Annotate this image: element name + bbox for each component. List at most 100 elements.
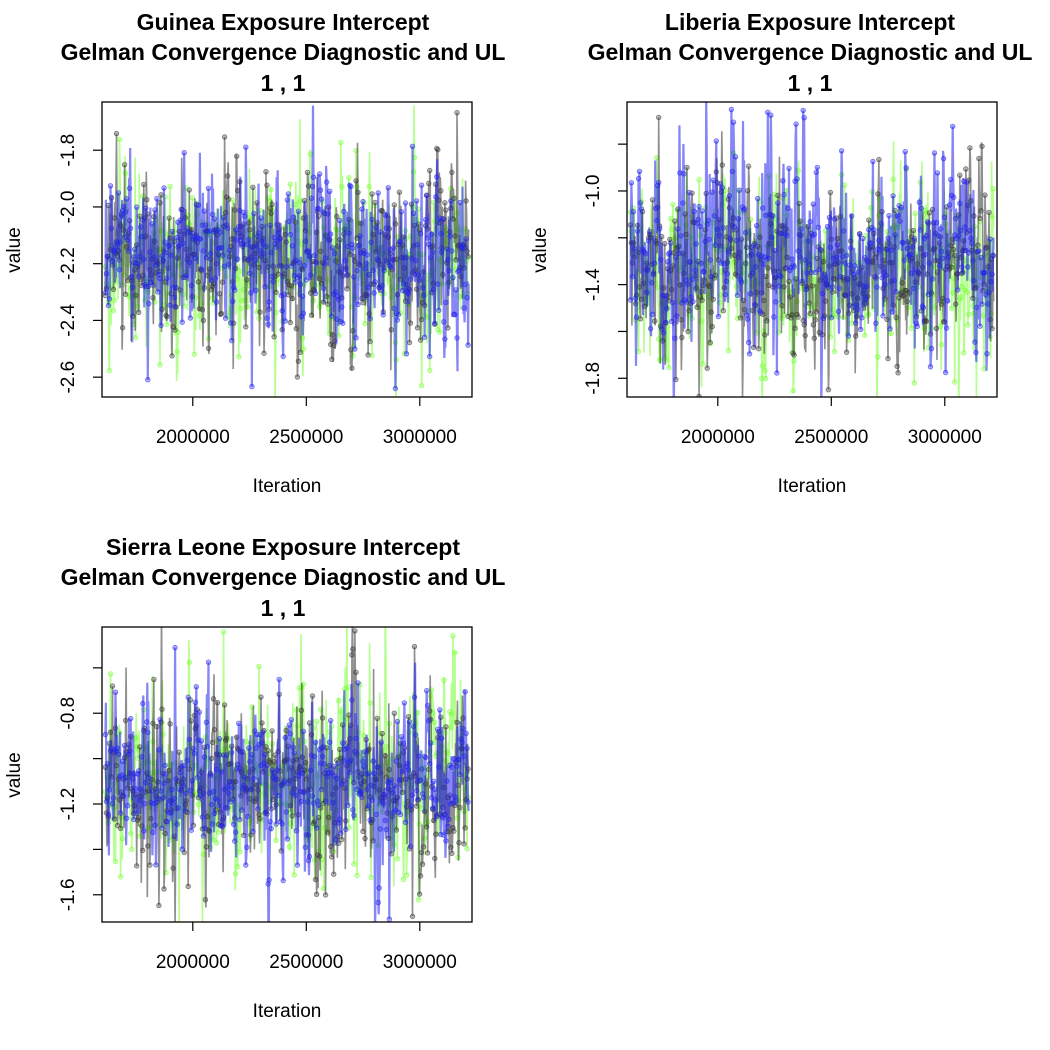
series-1-point: [990, 185, 996, 192]
series-3-point: [878, 220, 884, 227]
series-3-point: [265, 321, 271, 327]
series-3-point: [243, 862, 249, 868]
series-3-point: [804, 270, 810, 276]
series-3-point: [901, 257, 907, 264]
series-1-point: [427, 367, 433, 374]
series-3-point: [172, 304, 178, 310]
series-1-point: [229, 197, 236, 203]
series-2-point: [196, 306, 203, 312]
series-3-point: [282, 734, 288, 741]
series-3-point: [198, 266, 205, 273]
series-1-point: [220, 629, 227, 635]
series-3-point: [745, 339, 752, 346]
series-3-point: [224, 784, 231, 790]
series-2-point: [745, 163, 752, 169]
series-3-point: [142, 801, 148, 807]
series-1-point: [268, 186, 274, 193]
series-3-point: [248, 290, 254, 296]
series-3-point: [164, 819, 170, 825]
series-2-point: [365, 352, 371, 358]
series-1-point: [937, 323, 944, 329]
series-3-point: [302, 238, 309, 244]
series-3-point: [177, 217, 183, 223]
series-2-point: [744, 187, 751, 194]
series-2-point: [449, 850, 455, 856]
series-3-point: [320, 285, 327, 291]
series-3-point: [443, 838, 449, 844]
series-3-point: [103, 798, 110, 805]
series-3-point: [267, 222, 273, 228]
series-3-point: [246, 745, 252, 751]
series-3-point: [122, 209, 129, 215]
series-3-point: [733, 237, 740, 244]
series-2-point: [337, 746, 343, 753]
series-3-point: [972, 339, 978, 345]
series-3-point: [708, 273, 714, 280]
series-3-point: [448, 198, 454, 204]
series-2-point: [699, 297, 705, 303]
series-3-point: [412, 257, 419, 264]
series-3-point: [925, 291, 932, 297]
series-3-point: [272, 776, 278, 782]
series-2-point: [329, 854, 335, 860]
series-3-point: [863, 296, 869, 303]
series-3-point: [690, 298, 696, 305]
series-2-point: [448, 844, 454, 851]
series-3-point: [340, 320, 346, 326]
series-2-point: [350, 646, 356, 652]
series-3-point: [244, 241, 250, 248]
series-2-point: [788, 315, 794, 321]
series-3-point: [816, 266, 822, 273]
series-3-point: [880, 313, 886, 319]
series-3-point: [161, 185, 167, 191]
series-3-point: [315, 206, 322, 212]
series-3-point: [658, 256, 664, 263]
series-3-point: [317, 187, 324, 193]
series-3-point: [959, 264, 965, 270]
series-3-point: [876, 237, 882, 244]
series-3-point: [320, 744, 327, 750]
series-3-point: [367, 316, 373, 322]
trace-lines: [627, 102, 996, 397]
series-1-point: [128, 846, 135, 853]
series-3-point: [290, 744, 296, 751]
series-3-point: [712, 242, 718, 248]
series-3-point: [960, 269, 966, 276]
series-3-point: [344, 745, 350, 751]
series-3-point: [140, 700, 146, 707]
series-3-point: [852, 263, 858, 269]
series-3-point: [223, 752, 230, 758]
series-3-point: [893, 289, 899, 295]
series-3-point: [334, 776, 340, 782]
series-3-point: [139, 754, 145, 760]
series-3-point: [182, 808, 188, 814]
series-3-point: [177, 769, 183, 776]
series-3-point: [693, 241, 699, 247]
series-3-point: [766, 255, 772, 261]
series-2-point: [176, 749, 182, 755]
series-3-point: [847, 245, 854, 251]
series-3-point: [870, 158, 876, 165]
series-1-point: [448, 724, 454, 731]
series-3-point: [129, 284, 136, 290]
series-1-point: [234, 276, 241, 282]
series-1-point: [403, 872, 410, 878]
series-1-point: [441, 677, 447, 683]
series-3-point: [814, 164, 820, 171]
series-3-point: [146, 775, 152, 781]
series-3-point: [343, 266, 349, 273]
series-3-point: [347, 769, 353, 776]
series-3-point: [453, 287, 459, 293]
series-3-point: [883, 272, 889, 278]
series-3-point: [637, 200, 644, 206]
series-1-point: [195, 801, 201, 807]
series-3-point: [705, 217, 711, 223]
series-3-point: [394, 317, 401, 323]
series-2-point: [295, 358, 302, 364]
series-3-point: [341, 208, 347, 215]
series-3-point: [407, 843, 414, 850]
series-3-point: [382, 212, 388, 218]
series-3-point: [783, 265, 789, 271]
series-3-point: [429, 231, 435, 237]
series-2-point: [195, 279, 201, 285]
